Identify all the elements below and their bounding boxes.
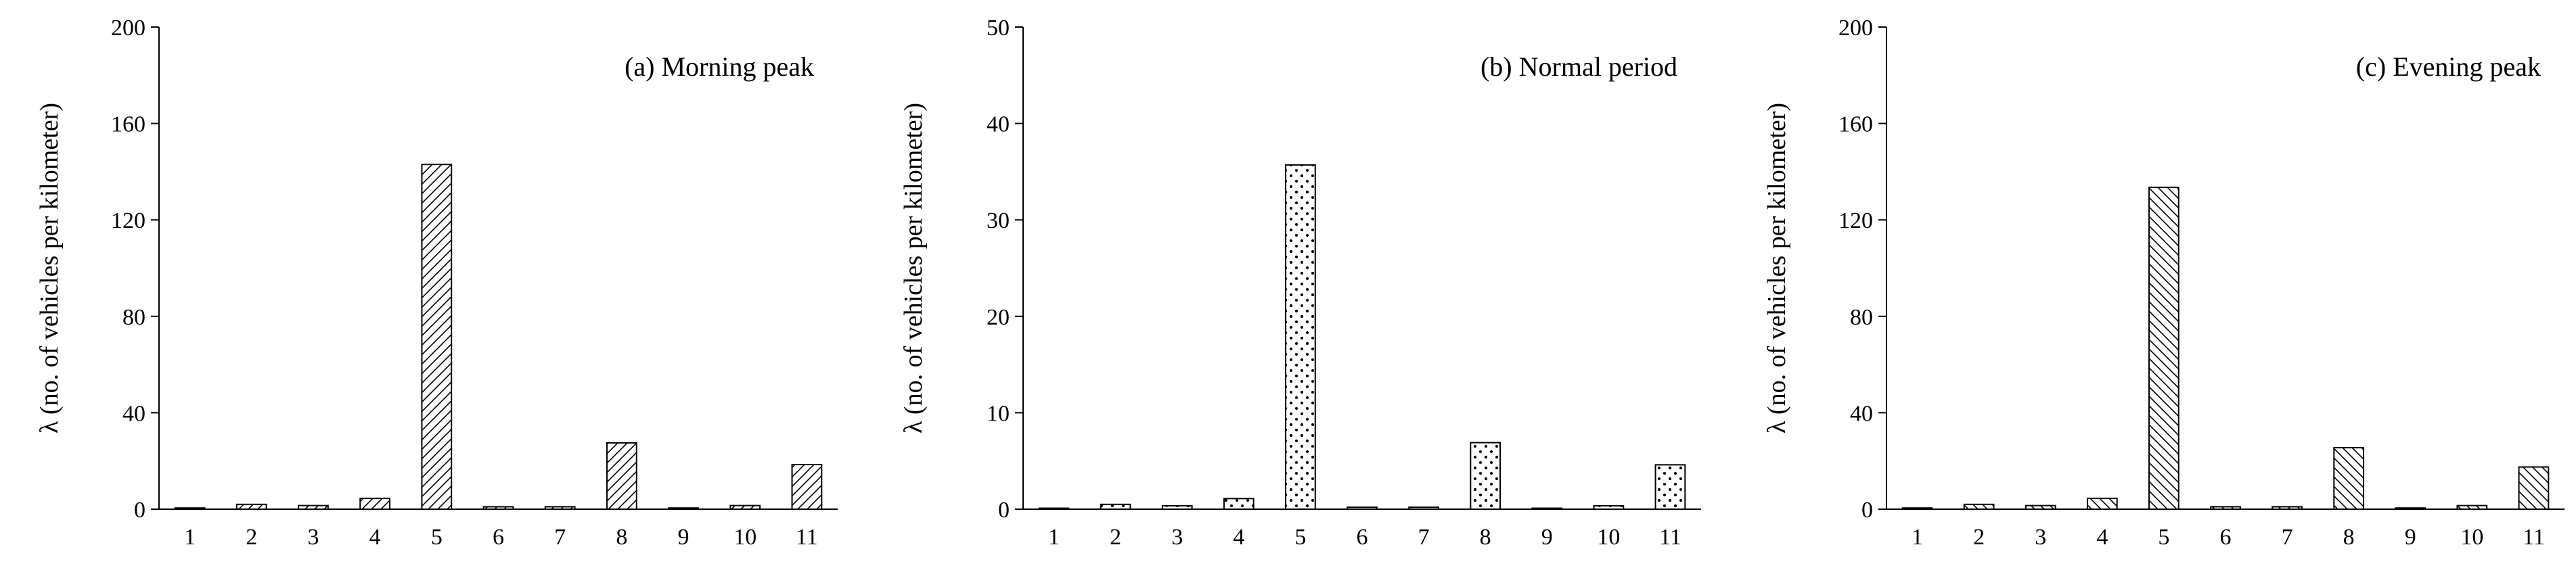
bar-3	[2025, 504, 2056, 511]
bar-9	[1531, 507, 1563, 511]
bar-2	[1963, 503, 1995, 510]
x-tick-label: 7	[2282, 525, 2293, 550]
y-tick-label: 160	[111, 112, 145, 137]
x-tick-label: 5	[2158, 525, 2169, 550]
bar-4	[1223, 498, 1255, 511]
bar-6	[2210, 506, 2241, 510]
y-tick-label: 200	[111, 16, 145, 41]
x-tick-label: 11	[796, 525, 818, 550]
x-tick-label: 5	[431, 525, 443, 550]
bar-11	[1654, 464, 1686, 510]
x-tick-label: 6	[1357, 525, 1368, 550]
x-tick-label: 3	[1171, 525, 1183, 550]
y-tick-label: 30	[987, 208, 1010, 233]
bar-7	[1408, 506, 1439, 511]
x-tick-label: 9	[2405, 525, 2416, 550]
x-tick-label: 2	[246, 525, 257, 550]
y-tick-label: 80	[122, 305, 145, 330]
bar-5	[1285, 164, 1316, 510]
x-tick-label: 4	[369, 525, 381, 550]
x-tick-label: 4	[2096, 525, 2108, 550]
y-tick-label: 120	[111, 208, 145, 233]
bar-1	[174, 507, 206, 511]
x-tick-label: 3	[2035, 525, 2046, 550]
chart-panel-a: λ (no. of vehicles per kilometer) (a) Mo…	[35, 16, 838, 550]
y-tick-label: 80	[1850, 305, 1873, 330]
bar-7	[2272, 506, 2303, 510]
x-tick-label: 5	[1294, 525, 1306, 550]
bar-11	[791, 464, 823, 510]
x-tick-label: 10	[733, 525, 756, 550]
x-tick-label: 6	[2220, 525, 2232, 550]
bar-7	[544, 506, 576, 510]
x-tick-label: 1	[184, 525, 196, 550]
y-tick-label: 40	[1850, 401, 1873, 426]
x-tick-label: 10	[2460, 525, 2483, 550]
chart-panel-b: λ (no. of vehicles per kilometer) (b) No…	[899, 16, 1701, 550]
bar-1	[1901, 507, 1933, 511]
chart-title: (b) Normal period	[1481, 51, 1677, 82]
y-axis-title: λ (no. of vehicles per kilometer)	[35, 103, 64, 433]
y-tick-label: 40	[987, 112, 1010, 137]
y-tick-label: 120	[1838, 208, 1873, 233]
bar-4	[359, 497, 391, 511]
x-tick-label: 10	[1597, 525, 1620, 550]
bar-10	[2456, 504, 2488, 511]
x-tick-label: 8	[616, 525, 627, 550]
x-tick-label: 1	[1912, 525, 1923, 550]
bar-1	[1038, 507, 1070, 511]
y-tick-label: 0	[998, 498, 1010, 523]
bar-3	[298, 504, 329, 511]
x-tick-label: 2	[1110, 525, 1121, 550]
bar-5	[2148, 187, 2179, 510]
bar-11	[2518, 466, 2550, 510]
x-tick-label: 2	[1973, 525, 1985, 550]
x-tick-label: 7	[1418, 525, 1430, 550]
x-tick-label: 11	[1659, 525, 1681, 550]
x-tick-label: 9	[1541, 525, 1553, 550]
y-tick-label: 40	[122, 401, 145, 426]
x-tick-label: 11	[2523, 525, 2545, 550]
x-tick-label: 1	[1048, 525, 1060, 550]
y-axis-title: λ (no. of vehicles per kilometer)	[899, 103, 928, 433]
bar-9	[668, 507, 699, 511]
bar-2	[235, 503, 267, 510]
x-tick-label: 6	[493, 525, 504, 550]
x-tick-label: 8	[1480, 525, 1491, 550]
y-axis-title: λ (no. of vehicles per kilometer)	[1763, 103, 1791, 433]
bar-4	[2086, 497, 2118, 511]
x-tick-label: 3	[307, 525, 319, 550]
y-tick-label: 10	[987, 401, 1010, 426]
y-tick-label: 0	[134, 498, 145, 523]
y-tick-label: 160	[1838, 112, 1873, 137]
bar-6	[1347, 506, 1378, 511]
bar-8	[606, 442, 637, 511]
bar-8	[1470, 442, 1501, 511]
chart-title: (a) Morning peak	[625, 51, 814, 82]
x-tick-label: 8	[2343, 525, 2355, 550]
bar-10	[729, 504, 761, 511]
x-tick-label: 4	[1233, 525, 1244, 550]
bar-5	[421, 164, 453, 511]
x-tick-label: 9	[678, 525, 690, 550]
bar-8	[2333, 447, 2365, 511]
y-tick-label: 200	[1838, 16, 1873, 41]
bar-2	[1100, 503, 1131, 510]
chart-panel-c: λ (no. of vehicles per kilometer) (c) Ev…	[1763, 16, 2564, 550]
y-tick-label: 20	[987, 305, 1010, 330]
bar-6	[482, 506, 514, 510]
x-tick-label: 7	[554, 525, 566, 550]
bar-10	[1593, 505, 1625, 510]
chart-title: (c) Evening peak	[2356, 51, 2541, 82]
bar-9	[2395, 507, 2426, 511]
y-tick-label: 0	[1861, 498, 1873, 523]
y-tick-label: 50	[987, 16, 1010, 41]
bar-3	[1161, 505, 1193, 510]
